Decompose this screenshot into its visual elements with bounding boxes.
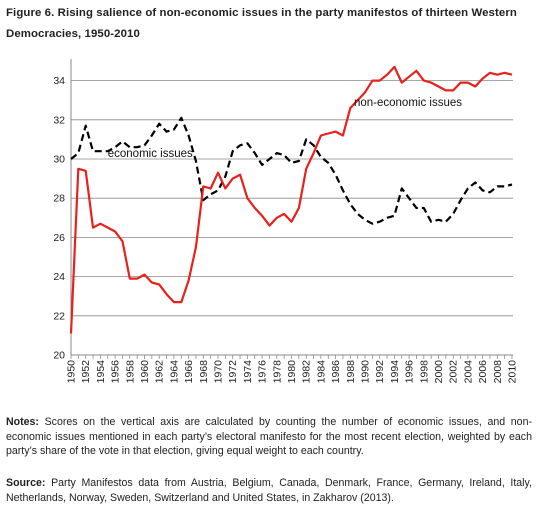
series-annotations: economic issues non-economic issues: [108, 97, 463, 160]
series-lines: [69, 65, 513, 334]
notes-paragraph: Notes: Scores on the vertical axis are c…: [6, 415, 532, 459]
x-tick-label: 1966: [183, 360, 195, 384]
x-tick-label: 2004: [462, 360, 474, 384]
x-tick-label: 2002: [448, 360, 460, 384]
y-tick-label: 34: [53, 75, 65, 87]
axes: [70, 59, 513, 359]
series-line-non-economic: [69, 65, 513, 334]
x-tick-label: 1974: [242, 360, 254, 384]
x-tick-label: 1976: [257, 360, 269, 384]
x-tick-label: 1990: [360, 360, 372, 384]
x-tick-label: 1970: [213, 360, 225, 384]
x-tick-label: 1980: [286, 360, 298, 384]
y-tick-label: 22: [53, 310, 65, 322]
x-tick-label: 1996: [404, 360, 416, 384]
source-text: Party Manifestos data from Austria, Belg…: [6, 477, 532, 504]
y-tick-label: 26: [53, 232, 65, 244]
x-tick-label: 1950: [66, 360, 78, 384]
x-tick-labels: 1950 1952 1954 1956 1958 1960 1962 1964 1966 1968…: [66, 360, 519, 384]
x-tick-label: 1984: [315, 360, 327, 384]
y-tick-label: 32: [53, 114, 65, 126]
x-tick-label: 1992: [374, 360, 386, 384]
x-tick-label: 1958: [124, 360, 136, 384]
x-tick-label: 1964: [168, 360, 180, 384]
gridlines: [71, 80, 513, 317]
x-tick-label: 1968: [198, 360, 210, 384]
x-tick-label: 1972: [227, 360, 239, 384]
series-annotation: non-economic issues: [354, 97, 462, 109]
source-paragraph: Source: Party Manifestos data from Austr…: [6, 476, 532, 505]
x-tick-label: 2008: [492, 360, 504, 384]
x-tick-label: 1994: [389, 360, 401, 384]
x-tick-label: 1978: [271, 360, 283, 384]
x-tick-label: 2006: [477, 360, 489, 384]
figure-title: Figure 6. Rising salience of non-economi…: [6, 7, 517, 40]
x-tick-label: 1960: [139, 360, 151, 384]
series-line-economic: [70, 116, 513, 225]
x-tick-label: 1956: [110, 360, 122, 384]
x-tick-label: 2000: [433, 360, 445, 384]
notes-text: Scores on the vertical axis are calculat…: [6, 416, 532, 457]
source-label: Source:: [6, 477, 46, 489]
x-tick-label: 1954: [95, 360, 107, 384]
y-tick-label: 28: [53, 193, 65, 205]
notes-label: Notes:: [6, 416, 39, 428]
x-tick-label: 1952: [80, 360, 92, 384]
series-annotation: economic issues: [108, 148, 193, 160]
x-tick-label: 1986: [330, 360, 342, 384]
x-tick-label: 1982: [301, 360, 313, 384]
x-tick-label: 1962: [154, 360, 166, 384]
y-tick-label: 30: [53, 154, 65, 166]
y-tick-label: 24: [53, 271, 65, 283]
y-tick-labels: 20 22 24 26 28 30 32 34: [53, 75, 65, 361]
y-tick-label: 20: [53, 350, 65, 362]
x-tick-label: 1998: [418, 360, 430, 384]
x-tick-label: 2010: [507, 360, 519, 384]
x-tick-label: 1988: [345, 360, 357, 384]
